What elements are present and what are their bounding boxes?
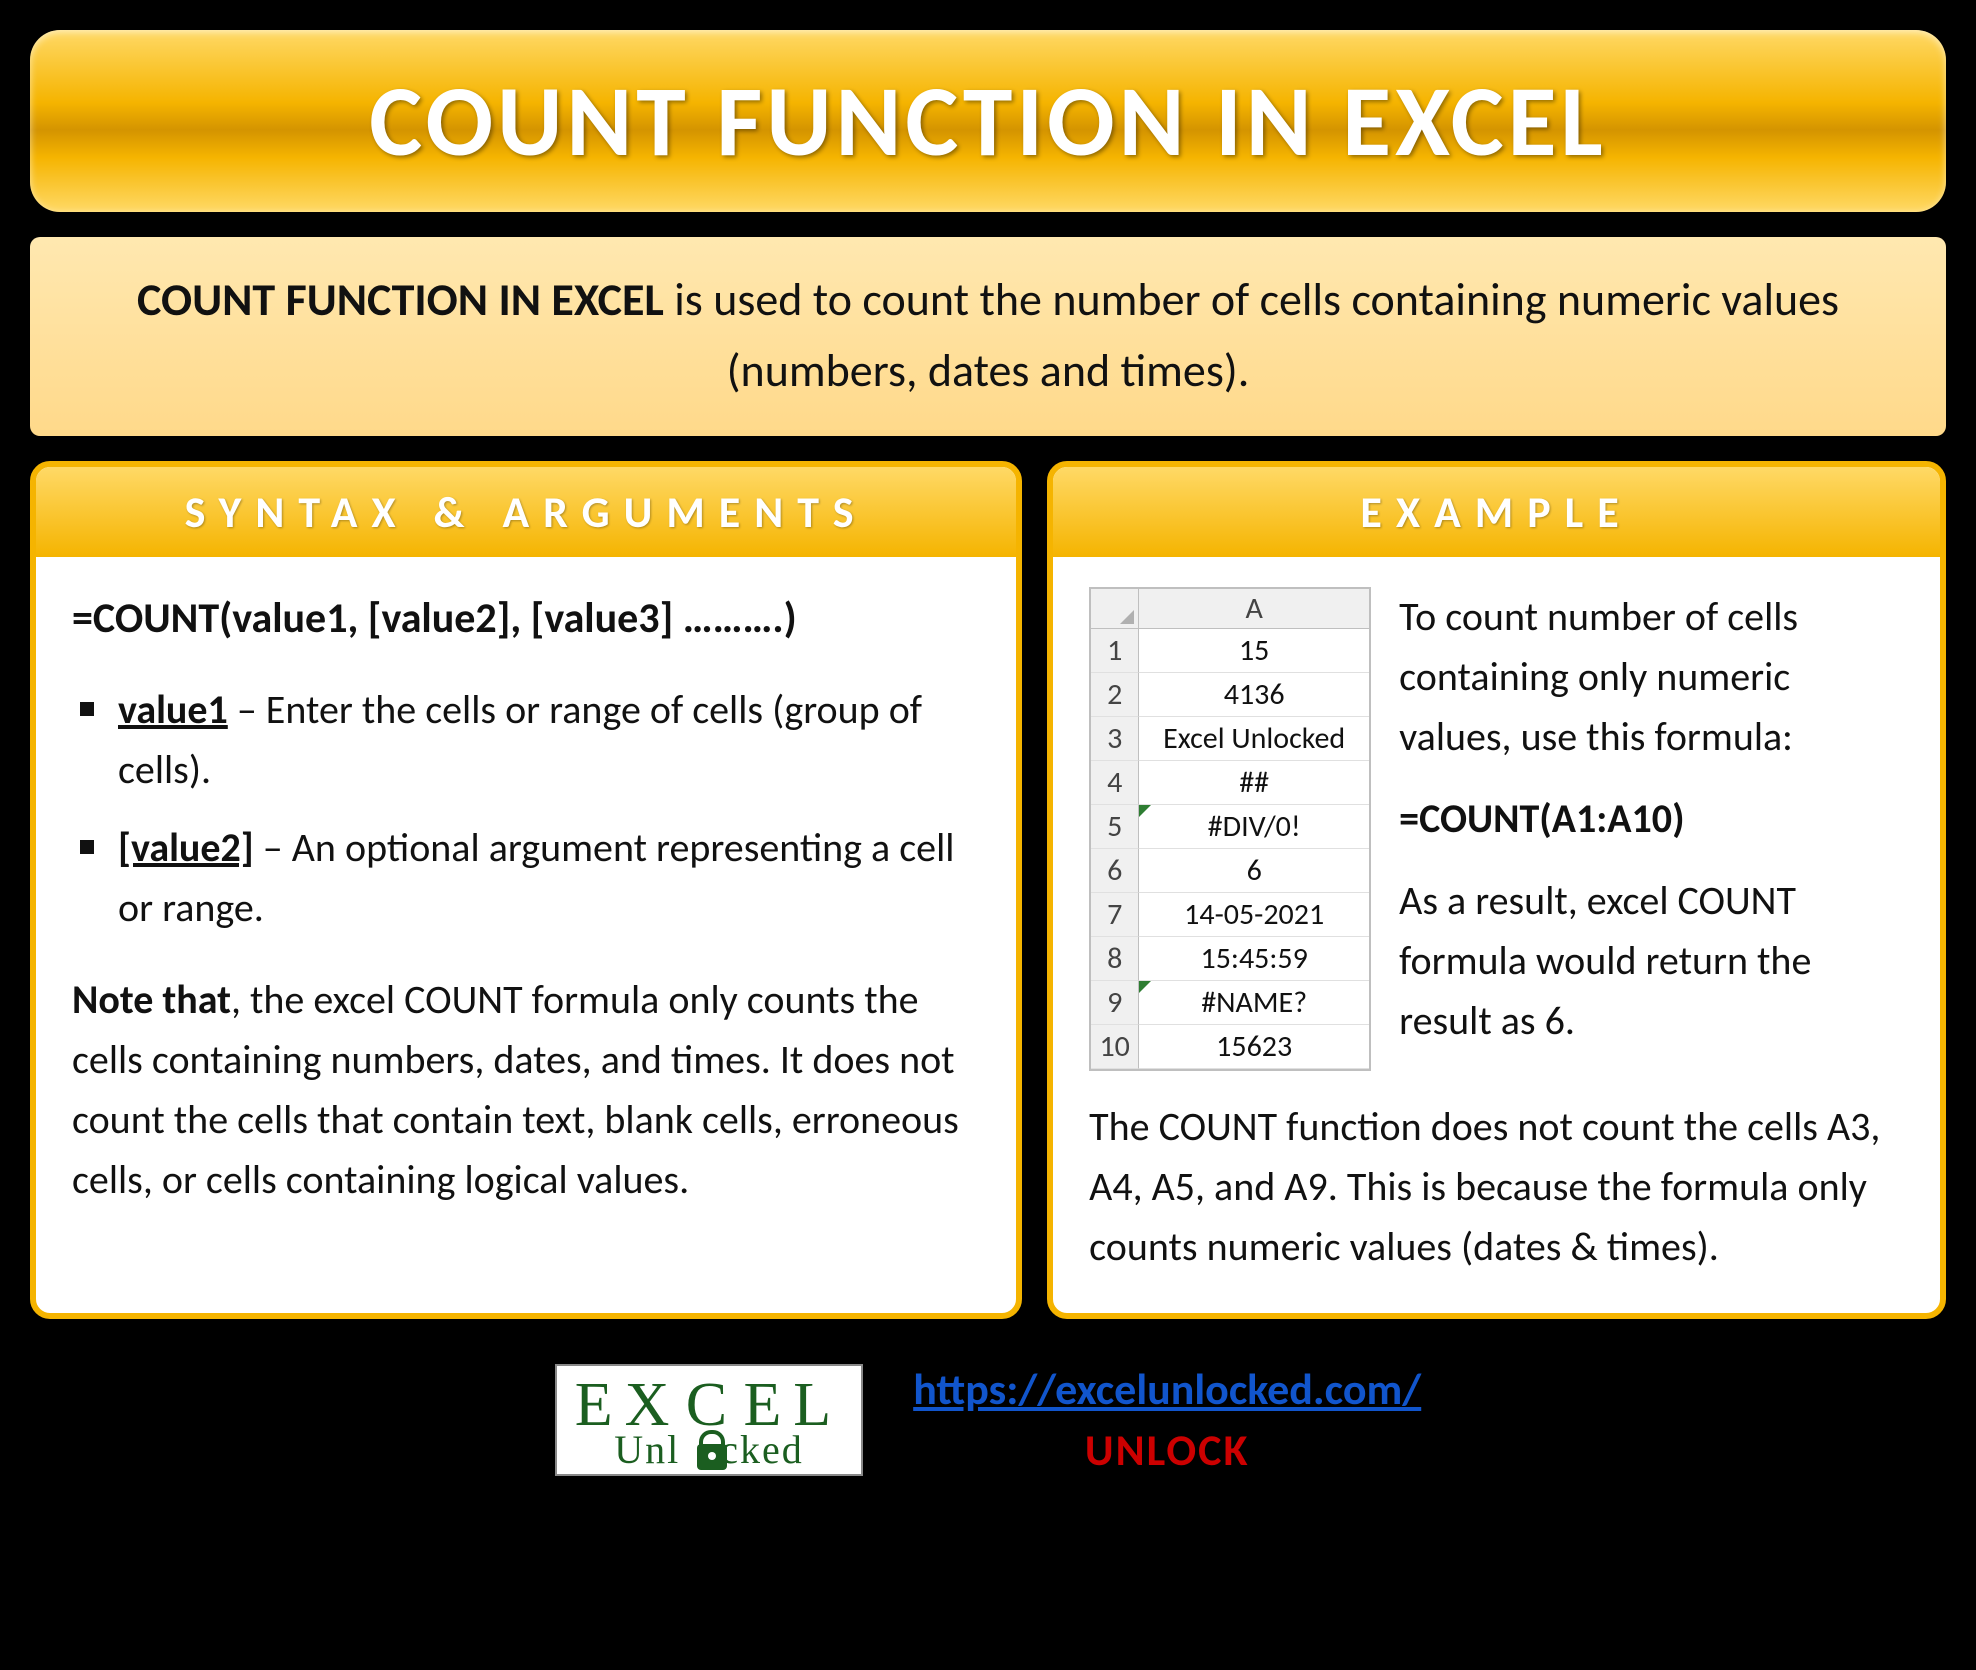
grid-header-row: A	[1091, 589, 1369, 629]
grid-cell: #DIV/0!	[1139, 805, 1369, 849]
grid-cell: 15623	[1139, 1025, 1369, 1069]
footer-links: https://excelunlocked.com/ UNLOCK	[913, 1359, 1421, 1482]
row-header: 7	[1091, 893, 1139, 937]
argument-item: value1 – Enter the cells or range of cel…	[72, 680, 980, 800]
grid-cell: 6	[1139, 849, 1369, 893]
example-body: A 115241363Excel Unlocked4##5#DIV/0!6671…	[1053, 557, 1940, 1313]
grid-cell: #NAME?	[1139, 981, 1369, 1025]
logo-bottom-left: Unl	[614, 1427, 680, 1472]
column-header: A	[1139, 589, 1369, 629]
row-header: 4	[1091, 761, 1139, 805]
description-text: is used to count the number of cells con…	[664, 272, 1839, 399]
grid-row: 4##	[1091, 761, 1369, 805]
example-top-row: A 115241363Excel Unlocked4##5#DIV/0!6671…	[1089, 587, 1904, 1071]
example-panel: EXAMPLE A 115241363Excel Unlocked4##5#DI…	[1047, 461, 1946, 1319]
argument-name: value1	[118, 685, 228, 734]
example-explain: The COUNT function does not count the ce…	[1089, 1097, 1904, 1277]
columns-wrapper: SYNTAX & ARGUMENTS =COUNT(value1, [value…	[30, 461, 1946, 1319]
brand-logo: EXCEL Unlcked	[555, 1364, 863, 1476]
example-intro: To count number of cells containing only…	[1399, 587, 1904, 767]
grid-cell: 14-05-2021	[1139, 893, 1369, 937]
website-link[interactable]: https://excelunlocked.com/	[913, 1359, 1421, 1421]
description-bold: COUNT FUNCTION IN EXCEL	[137, 272, 664, 328]
example-header: EXAMPLE	[1053, 467, 1940, 557]
syntax-body: =COUNT(value1, [value2], [value3] ……….) …	[36, 557, 1016, 1246]
grid-cell: ##	[1139, 761, 1369, 805]
row-header: 8	[1091, 937, 1139, 981]
grid-row: 66	[1091, 849, 1369, 893]
syntax-header: SYNTAX & ARGUMENTS	[36, 467, 1016, 557]
example-text-block: To count number of cells containing only…	[1399, 587, 1904, 1071]
infographic-container: COUNT FUNCTION IN EXCEL COUNT FUNCTION I…	[30, 30, 1946, 1482]
argument-name: [value2]	[118, 823, 254, 872]
grid-row: 5#DIV/0!	[1091, 805, 1369, 849]
grid-row: 115	[1091, 629, 1369, 673]
title-banner: COUNT FUNCTION IN EXCEL	[30, 30, 1946, 212]
logo-c: C	[686, 1371, 739, 1439]
select-all-corner-icon	[1091, 589, 1139, 629]
grid-row: 3Excel Unlocked	[1091, 717, 1369, 761]
page-title: COUNT FUNCTION IN EXCEL	[50, 60, 1926, 182]
row-header: 1	[1091, 629, 1139, 673]
grid-cell: 4136	[1139, 673, 1369, 717]
row-header: 6	[1091, 849, 1139, 893]
example-result: As a result, excel COUNT formula would r…	[1399, 871, 1904, 1051]
grid-row: 1015623	[1091, 1025, 1369, 1069]
logo-c-with-lock-icon: C	[681, 1374, 743, 1436]
syntax-note: Note that, the excel COUNT formula only …	[72, 970, 980, 1210]
argument-list: value1 – Enter the cells or range of cel…	[72, 680, 980, 938]
row-header: 5	[1091, 805, 1139, 849]
grid-row: 714-05-2021	[1091, 893, 1369, 937]
syntax-panel: SYNTAX & ARGUMENTS =COUNT(value1, [value…	[30, 461, 1022, 1319]
grid-row: 815:45:59	[1091, 937, 1369, 981]
footer: EXCEL Unlcked https://excelunlocked.com/…	[30, 1349, 1946, 1482]
excel-grid: A 115241363Excel Unlocked4##5#DIV/0!6671…	[1089, 587, 1371, 1071]
lock-icon	[697, 1444, 727, 1470]
syntax-formula: =COUNT(value1, [value2], [value3] ……….)	[72, 587, 980, 650]
row-header: 9	[1091, 981, 1139, 1025]
grid-cell: Excel Unlocked	[1139, 717, 1369, 761]
row-header: 10	[1091, 1025, 1139, 1069]
row-header: 3	[1091, 717, 1139, 761]
note-bold: Note that	[72, 975, 231, 1024]
row-header: 2	[1091, 673, 1139, 717]
argument-desc: – Enter the cells or range of cells (gro…	[118, 685, 922, 794]
argument-item: [value2] – An optional argument represen…	[72, 818, 980, 938]
grid-cell: 15:45:59	[1139, 937, 1369, 981]
grid-row: 24136	[1091, 673, 1369, 717]
unlock-text: UNLOCK	[913, 1420, 1421, 1482]
grid-cell: 15	[1139, 629, 1369, 673]
grid-row: 9#NAME?	[1091, 981, 1369, 1025]
description-banner: COUNT FUNCTION IN EXCEL is used to count…	[30, 237, 1946, 436]
example-formula: =COUNT(A1:A10)	[1399, 789, 1904, 849]
